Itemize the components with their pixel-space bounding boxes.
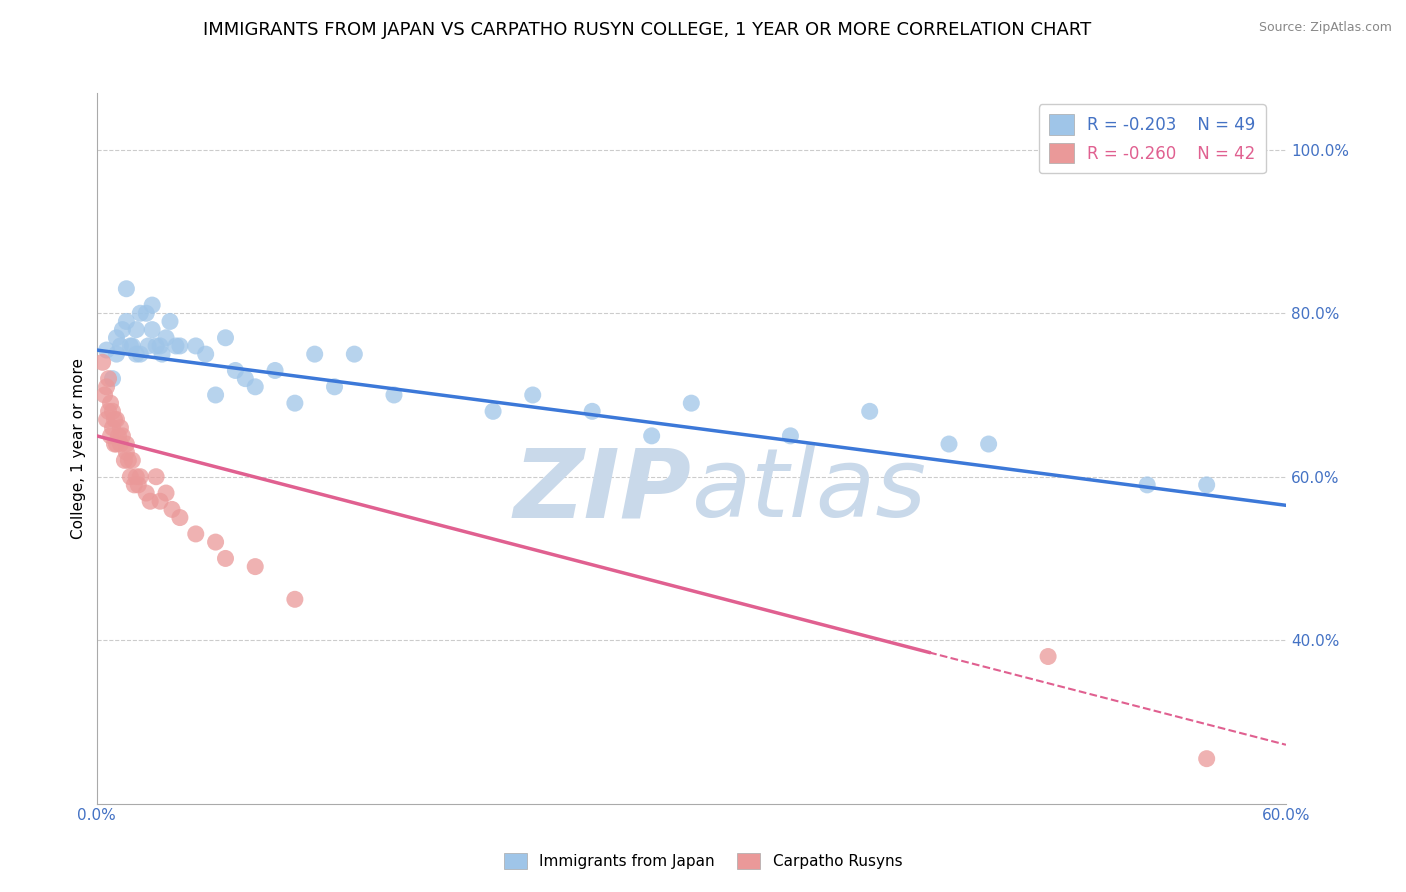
Point: [323, 380, 346, 394]
Point: [264, 363, 287, 377]
Point: [938, 437, 960, 451]
Point: [977, 437, 1000, 451]
Point: [149, 339, 172, 353]
Point: [120, 339, 142, 353]
Point: [97, 371, 120, 385]
Point: [107, 429, 129, 443]
Point: [681, 396, 703, 410]
Point: [101, 371, 124, 385]
Point: [103, 412, 125, 426]
Point: [96, 412, 118, 426]
Point: [96, 343, 118, 357]
Point: [150, 347, 173, 361]
Point: [194, 347, 217, 361]
Point: [135, 306, 157, 320]
Point: [1195, 478, 1218, 492]
Point: [160, 502, 183, 516]
Point: [97, 404, 120, 418]
Point: [224, 363, 246, 377]
Point: [129, 306, 152, 320]
Point: [184, 527, 207, 541]
Point: [145, 339, 167, 353]
Point: [214, 331, 236, 345]
Point: [129, 347, 152, 361]
Point: [117, 453, 139, 467]
Point: [101, 404, 124, 418]
Point: [105, 331, 128, 345]
Point: [105, 412, 128, 426]
Point: [522, 388, 544, 402]
Point: [125, 469, 148, 483]
Point: [136, 339, 159, 353]
Point: [284, 396, 307, 410]
Point: [859, 404, 882, 418]
Point: [145, 469, 167, 483]
Point: [149, 494, 172, 508]
Point: [284, 592, 307, 607]
Point: [125, 347, 148, 361]
Point: [96, 380, 118, 394]
Point: [1136, 478, 1159, 492]
Point: [1195, 752, 1218, 766]
Point: [245, 559, 267, 574]
Point: [141, 323, 163, 337]
Point: [169, 510, 191, 524]
Point: [124, 478, 146, 492]
Point: [111, 429, 134, 443]
Point: [105, 347, 128, 361]
Point: [245, 380, 267, 394]
Point: [482, 404, 505, 418]
Point: [125, 323, 148, 337]
Point: [93, 388, 115, 402]
Point: [169, 339, 191, 353]
Point: [100, 429, 122, 443]
Point: [640, 429, 662, 443]
Text: ZIP: ZIP: [513, 444, 692, 537]
Point: [115, 282, 138, 296]
Legend: R = -0.203    N = 49, R = -0.260    N = 42: R = -0.203 N = 49, R = -0.260 N = 42: [1039, 104, 1265, 173]
Point: [382, 388, 405, 402]
Point: [214, 551, 236, 566]
Point: [204, 535, 226, 549]
Point: [165, 339, 187, 353]
Point: [115, 314, 138, 328]
Point: [581, 404, 603, 418]
Point: [779, 429, 801, 443]
Text: IMMIGRANTS FROM JAPAN VS CARPATHO RUSYN COLLEGE, 1 YEAR OR MORE CORRELATION CHAR: IMMIGRANTS FROM JAPAN VS CARPATHO RUSYN …: [202, 21, 1091, 38]
Point: [304, 347, 326, 361]
Point: [105, 437, 128, 451]
Point: [204, 388, 226, 402]
Point: [1036, 649, 1059, 664]
Point: [91, 355, 114, 369]
Point: [184, 339, 207, 353]
Point: [110, 339, 132, 353]
Point: [120, 469, 142, 483]
Point: [155, 331, 177, 345]
Text: atlas: atlas: [692, 444, 927, 537]
Point: [155, 486, 177, 500]
Point: [129, 469, 152, 483]
Point: [121, 453, 143, 467]
Point: [112, 453, 135, 467]
Point: [111, 323, 134, 337]
Point: [141, 298, 163, 312]
Point: [101, 420, 124, 434]
Point: [233, 371, 256, 385]
Point: [135, 486, 157, 500]
Text: Source: ZipAtlas.com: Source: ZipAtlas.com: [1258, 21, 1392, 34]
Point: [100, 396, 122, 410]
Point: [121, 339, 143, 353]
Point: [115, 445, 138, 459]
Point: [159, 314, 181, 328]
Legend: Immigrants from Japan, Carpatho Rusyns: Immigrants from Japan, Carpatho Rusyns: [498, 847, 908, 875]
Point: [110, 420, 132, 434]
Point: [139, 494, 162, 508]
Point: [110, 437, 132, 451]
Point: [127, 478, 149, 492]
Point: [103, 437, 125, 451]
Point: [115, 437, 138, 451]
Point: [343, 347, 366, 361]
Y-axis label: College, 1 year or more: College, 1 year or more: [72, 358, 86, 539]
